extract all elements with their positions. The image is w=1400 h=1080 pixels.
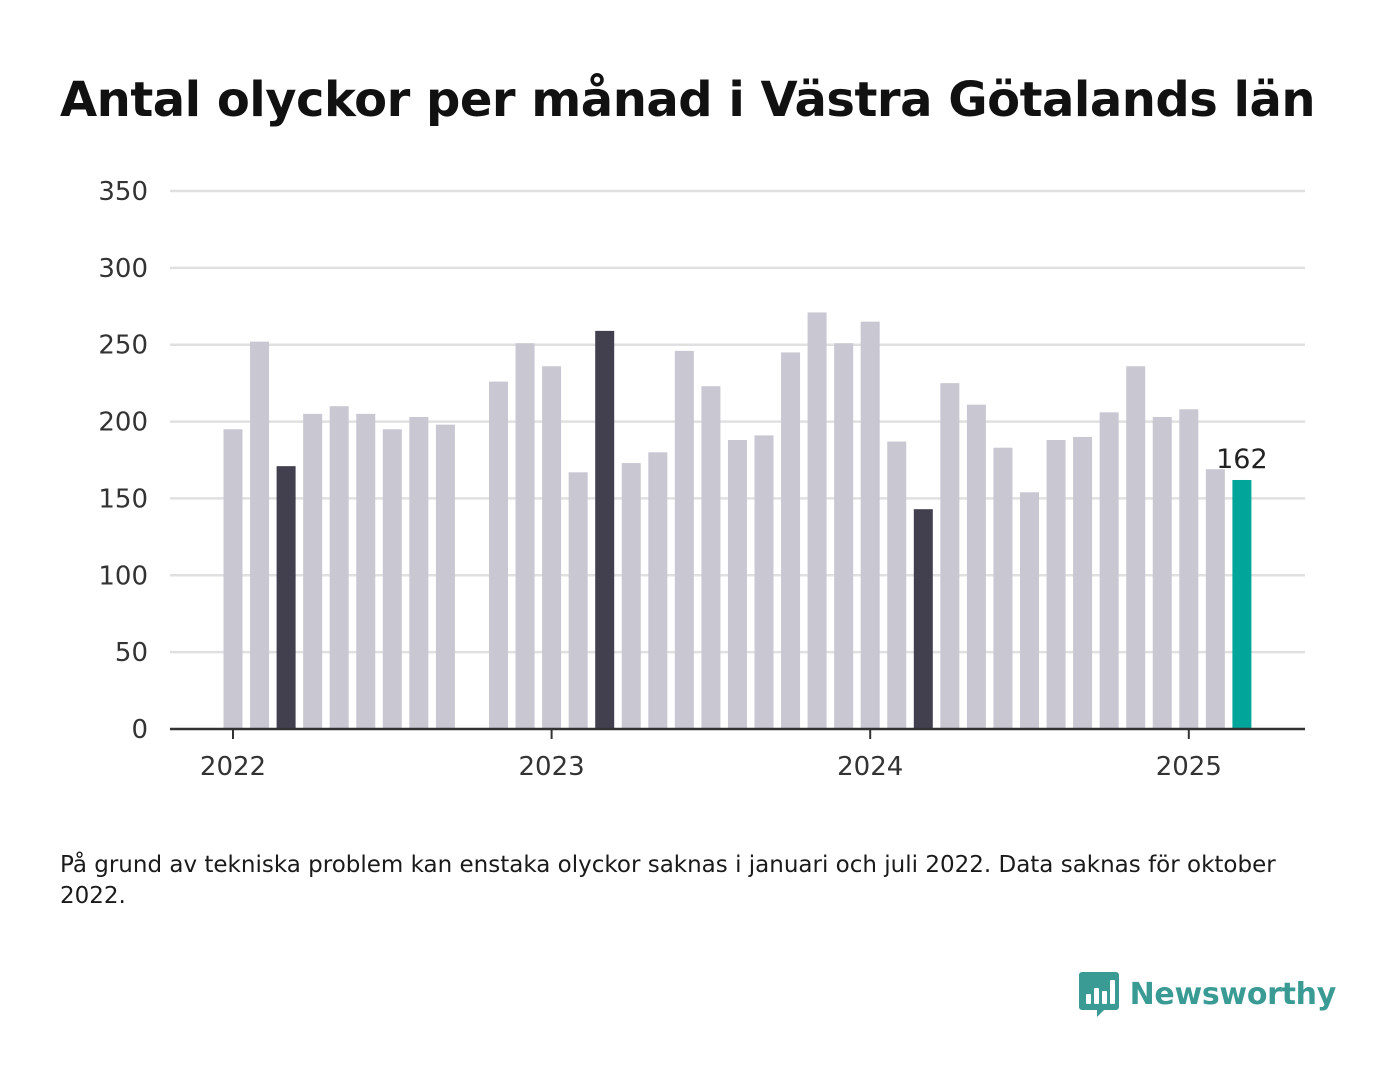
y-tick-label: 200	[98, 408, 148, 438]
x-tick-label: 2022	[200, 752, 266, 782]
bar-2024-09	[1073, 436, 1093, 729]
x-tick-label: 2024	[837, 752, 903, 782]
bar-2025-01	[1179, 409, 1199, 729]
bar-2024-10	[1099, 412, 1119, 729]
bar-2022-03	[276, 466, 296, 729]
bar-2022-07	[382, 429, 402, 729]
bar-2022-06	[356, 413, 376, 729]
bar-2023-12	[834, 343, 854, 729]
y-tick-label: 350	[98, 177, 148, 207]
x-tick-label: 2023	[519, 752, 585, 782]
bar-2022-08	[409, 416, 429, 729]
y-tick-label: 0	[131, 715, 148, 745]
bar-2023-06	[674, 350, 694, 729]
chart-title: Antal olyckor per månad i Västra Götalan…	[60, 72, 1316, 128]
bar-2023-02	[568, 472, 588, 729]
y-tick-label: 100	[98, 561, 148, 591]
bar-2024-07	[1020, 492, 1039, 729]
bar-2023-04	[621, 463, 641, 729]
bar-2022-12	[515, 343, 535, 729]
bars	[223, 312, 1252, 729]
bar-2022-11	[489, 381, 508, 729]
y-tick-label: 150	[98, 484, 148, 514]
bar-2025-02	[1205, 469, 1225, 729]
y-tick-label: 250	[98, 331, 148, 361]
bar-2022-05	[329, 406, 349, 729]
bar-chart: 0 50 100 150 200 250 300 350 2022 2023 2024 2025 1…	[98, 177, 1305, 782]
bar-2024-12	[1152, 416, 1172, 729]
y-axis-ticks: 0 50 100 150 200 250 300 350	[98, 177, 148, 745]
bar-2023-08	[727, 440, 747, 729]
bar-2024-05	[966, 404, 986, 729]
x-axis-ticks: 2022 2023 2024 2025	[200, 729, 1222, 782]
bar-chart-logo-icon	[1078, 972, 1119, 1017]
bar-2024-04	[940, 383, 960, 729]
bar-2023-11	[807, 312, 827, 729]
bar-2025-03	[1232, 479, 1252, 729]
brand-logo: Newsworthy	[1078, 970, 1336, 1018]
data-label-latest: 162	[1216, 444, 1268, 475]
bar-2023-09	[754, 435, 774, 729]
bar-2022-02	[250, 341, 270, 729]
footnote: På grund av tekniska problem kan enstaka…	[60, 852, 1276, 909]
bar-2022-01	[223, 429, 243, 729]
bar-2022-09	[435, 424, 455, 729]
bar-2023-10	[781, 352, 801, 729]
bar-2022-04	[303, 413, 323, 729]
y-tick-label: 300	[98, 254, 148, 284]
bar-2024-06	[993, 447, 1013, 729]
bar-2024-03	[913, 509, 933, 729]
bar-2023-01	[542, 366, 562, 729]
bar-2023-07	[701, 386, 721, 729]
bar-2023-05	[648, 452, 668, 729]
y-tick-label: 50	[115, 638, 148, 668]
bar-2024-01	[860, 321, 880, 729]
x-tick-label: 2025	[1156, 752, 1222, 782]
bar-2024-02	[887, 441, 907, 729]
data-labels: 162	[1216, 444, 1268, 475]
brand-name: Newsworthy	[1129, 976, 1337, 1012]
bar-2024-08	[1046, 440, 1066, 729]
bar-2024-11	[1126, 366, 1146, 729]
bar-2023-03	[595, 330, 615, 729]
